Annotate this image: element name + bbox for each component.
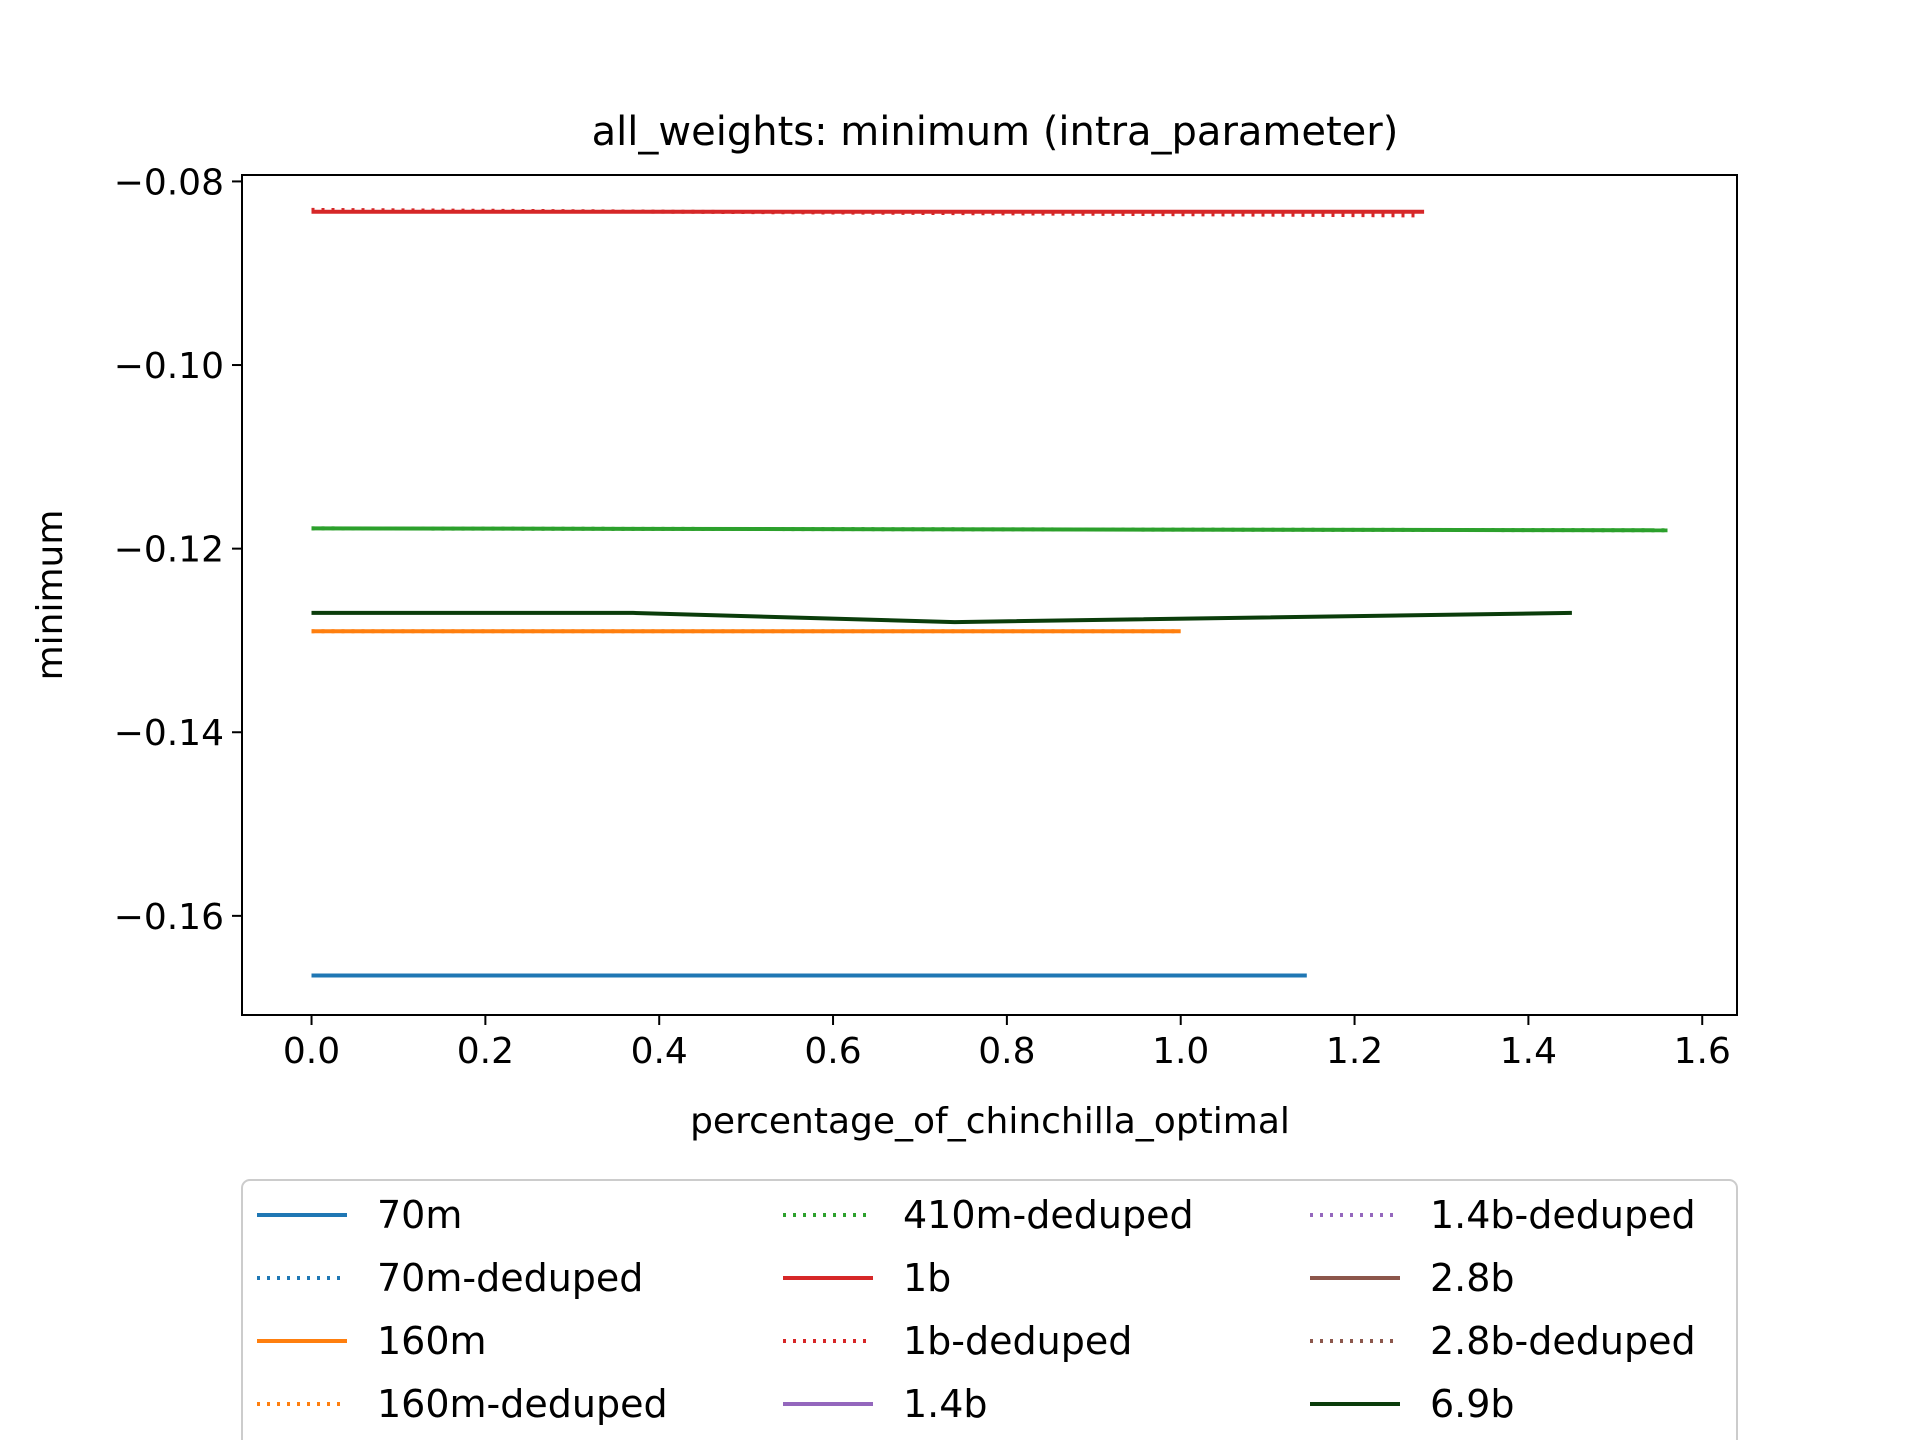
legend-label: 2.8b (1430, 1256, 1515, 1300)
y-tick-label: −0.12 (114, 530, 224, 571)
x-axis: 0.0 0.2 0.4 0.6 0.8 1.0 1.2 1.4 1.6 (283, 1015, 1731, 1072)
x-tick-label: 0.4 (631, 1031, 688, 1072)
legend: 70m 70m-deduped 160m 160m-deduped 410m-dedup… (257, 1193, 1696, 1426)
series-line-410m-deduped (311, 526, 1668, 533)
x-tick-label: 1.2 (1326, 1031, 1383, 1072)
x-tick-label: 0.2 (457, 1031, 514, 1072)
chart-title: all_weights: minimum (intra_parameter) (592, 109, 1399, 155)
y-tick-label: −0.08 (114, 162, 224, 203)
legend-label: 1.4b (903, 1382, 988, 1426)
plot-frame (241, 174, 1738, 1016)
legend-label: 160m-deduped (377, 1382, 668, 1426)
y-tick-label: −0.16 (114, 897, 224, 938)
legend-label: 160m (377, 1319, 487, 1363)
legend-label: 70m (377, 1193, 462, 1237)
legend-label: 1.4b-deduped (1430, 1193, 1696, 1237)
plot-lines (311, 207, 1668, 978)
x-tick-label: 0.0 (283, 1031, 340, 1072)
x-tick-label: 0.6 (804, 1031, 861, 1072)
x-axis-label: percentage_of_chinchilla_optimal (690, 1101, 1290, 1142)
legend-label: 1b (903, 1256, 951, 1300)
x-tick-label: 0.8 (978, 1031, 1035, 1072)
series-line-1b-deduped (311, 207, 1416, 218)
x-tick-label: 1.6 (1674, 1031, 1731, 1072)
legend-label: 6.9b (1430, 1382, 1515, 1426)
series-line-6.9b (311, 610, 1572, 625)
y-axis-label: minimum (30, 510, 71, 681)
y-tick-label: −0.14 (114, 713, 224, 754)
y-tick-label: −0.10 (114, 346, 224, 387)
legend-label: 1b-deduped (903, 1319, 1132, 1363)
x-tick-label: 1.4 (1500, 1031, 1557, 1072)
legend-box (241, 1179, 1738, 1440)
legend-label: 2.8b-deduped (1430, 1319, 1696, 1363)
y-axis: −0.08 −0.10 −0.12 −0.14 −0.16 (114, 162, 242, 938)
x-tick-label: 1.0 (1152, 1031, 1209, 1072)
legend-label: 410m-deduped (903, 1193, 1194, 1237)
legend-label: 70m-deduped (377, 1256, 643, 1300)
